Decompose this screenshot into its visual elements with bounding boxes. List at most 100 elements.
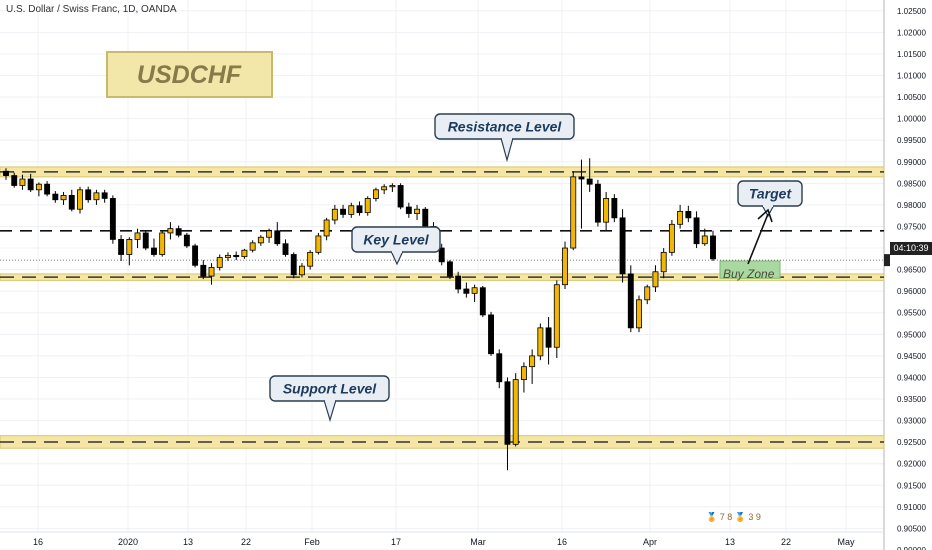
candle-body [660,251,667,273]
candle-body [356,205,363,214]
candle-body [101,192,108,199]
candle-body [134,232,141,240]
y-tick-label: 0.99500 [897,136,926,145]
candle-body [422,208,429,227]
candle-body [183,234,190,247]
x-tick-label: 22 [781,537,791,547]
candle-body [257,236,264,244]
candle-body [537,327,544,357]
candle-body [586,178,593,185]
resistance-callout-pointer [500,137,514,163]
y-tick-label: 0.95500 [897,309,926,318]
y-tick-label: 0.92500 [897,438,926,447]
candle-body [282,243,289,255]
candle-body [233,254,240,258]
x-tick-label: 16 [557,537,567,547]
target-callout-join [763,204,773,207]
candle-body [389,185,396,188]
candle-body [381,186,388,191]
candle-body [488,314,494,355]
candle-body [323,219,330,237]
candle-body [496,353,503,383]
candle-body [216,257,223,268]
candle-body [11,175,18,186]
candle-body [397,185,404,208]
candle-body [619,217,626,275]
symbol-badge-label: USDCHF [137,61,242,89]
y-tick-label: 0.94500 [897,352,926,361]
candle-body [126,239,133,255]
candle-body [60,195,67,201]
x-tick-label: Feb [304,537,320,547]
x-tick-label: 17 [391,537,401,547]
candle-body [405,206,412,214]
candle-body [109,198,116,240]
y-tick-label: 1.01500 [897,50,926,59]
x-tick-label: 2020 [118,537,138,547]
y-tick-label: 1.01000 [897,71,926,80]
candle-body [414,208,420,214]
candle-body [710,235,716,260]
candle-body [85,189,92,201]
current-price-tag: 04:10:39 [890,242,932,255]
y-tick-label: 0.96500 [897,266,926,275]
candle-body [35,183,42,191]
resistance-callout-join [502,137,512,140]
y-tick-label: 1.02500 [897,7,926,16]
target-arrowhead [757,208,773,223]
x-tick-label: May [837,537,855,547]
x-tick-label: 22 [241,537,251,547]
candle-body [504,381,511,445]
candle-body [167,228,174,234]
support-callout-pointer [323,399,337,423]
y-tick-label: 0.95000 [897,330,926,339]
candle-body [471,287,478,294]
y-tick-label: 0.91000 [897,503,926,512]
candle-body [192,245,199,266]
y-tick-label: 0.94000 [897,373,926,382]
candle-body [636,299,642,329]
candle-body [27,178,34,191]
candle-body [249,242,256,251]
candle-body [266,230,273,238]
candle-body [142,232,149,249]
x-tick-label: Mar [470,537,486,547]
candle-body [562,247,568,286]
candle-body [520,366,527,381]
symbol-badge [106,51,273,98]
x-tick-label: 13 [725,537,735,547]
key-level-callout-label: Key Level [363,232,429,248]
candle-body [553,284,560,348]
candle-body [701,235,708,245]
support-callout-label: Support Level [283,381,377,397]
candle-body [545,327,552,348]
tradingview-logo: 🏅 7 8 🏅 3 9 [706,512,761,522]
price-marker [884,254,890,267]
candle-body [578,176,585,180]
y-tick-label: 0.98500 [897,179,926,188]
y-tick-label: 0.97500 [897,222,926,231]
candle-body [348,205,355,215]
candle-body [438,247,445,263]
candle-body [68,195,75,210]
support-callout-join [325,399,335,402]
x-tick-label: Apr [643,537,657,547]
y-tick-label: 0.98000 [897,201,926,210]
candle-body [241,249,248,258]
candle-body [159,232,166,255]
candle-body [455,275,462,290]
x-tick-label: 16 [33,537,43,547]
candle-body [307,251,314,267]
candle-body [315,235,322,253]
y-tick-label: 1.00500 [897,93,926,102]
candle-body [290,254,297,276]
y-tick-label: 1.02000 [897,28,926,37]
y-tick-label: 0.96000 [897,287,926,296]
candle-body [3,170,9,176]
candle-body [570,176,577,249]
candle-body [364,198,371,214]
candle-body [118,239,125,255]
candle-body [372,189,379,199]
